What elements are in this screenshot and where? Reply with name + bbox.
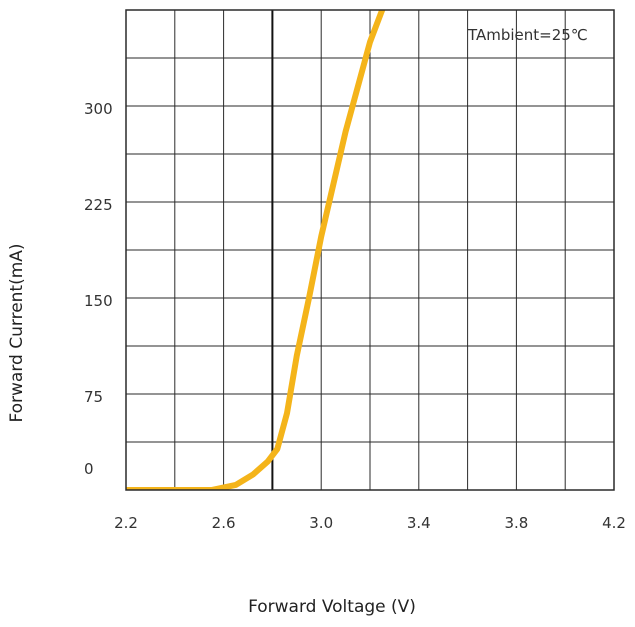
y-axis-title: Forward Current(mA) <box>7 243 27 422</box>
x-tick-label: 2.2 <box>114 514 138 532</box>
x-tick-label: 4.2 <box>602 514 626 532</box>
grid <box>126 10 614 490</box>
ambient-temperature-annotation: TAmbient=25℃ <box>467 26 588 44</box>
x-tick-labels: 2.2 2.6 3.0 3.4 3.8 4.2 <box>114 514 626 532</box>
plot-border <box>125 9 615 491</box>
x-tick-label: 3.8 <box>504 514 528 532</box>
x-axis-title: Forward Voltage (V) <box>248 597 416 617</box>
y-tick-labels: 0 75 150 225 300 <box>84 100 113 478</box>
x-tick-label: 3.4 <box>407 514 431 532</box>
series-layer <box>126 10 386 490</box>
y-tick-label: 75 <box>84 388 103 406</box>
series-line-0 <box>126 10 386 490</box>
x-tick-label: 2.6 <box>212 514 236 532</box>
y-tick-label: 0 <box>84 460 94 478</box>
x-tick-label: 3.0 <box>309 514 333 532</box>
y-tick-label: 300 <box>84 100 113 118</box>
y-tick-label: 150 <box>84 292 113 310</box>
y-tick-label: 225 <box>84 196 113 214</box>
